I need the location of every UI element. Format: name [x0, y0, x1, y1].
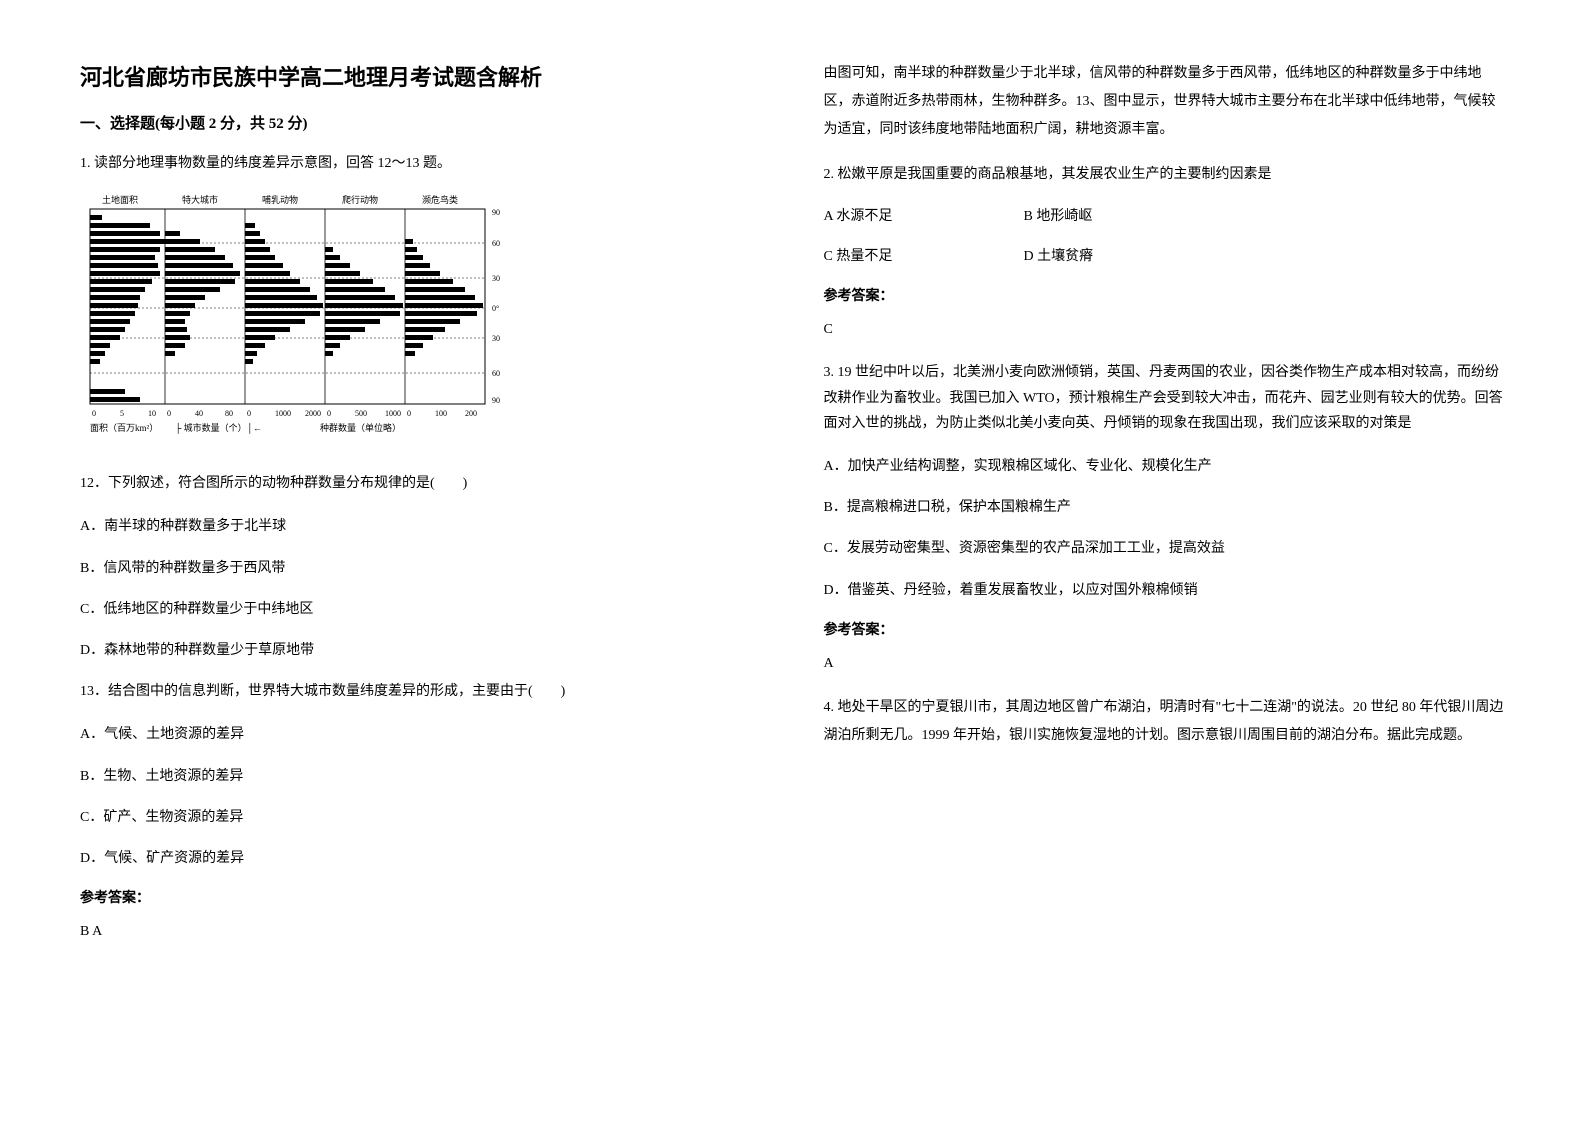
svg-text:0: 0 — [92, 409, 96, 418]
q2-option-d: D 土壤贫瘠 — [1024, 245, 1094, 265]
left-column: 河北省廊坊市民族中学高二地理月考试题含解析 一、选择题(每小题 2 分，共 52… — [50, 60, 794, 1062]
q12-option-d: D．森林地带的种群数量少于草原地带 — [80, 638, 764, 663]
svg-text:10: 10 — [148, 409, 156, 418]
svg-text:5: 5 — [120, 409, 124, 418]
q2-option-b: B 地形崎岖 — [1024, 205, 1093, 225]
section-header: 一、选择题(每小题 2 分，共 52 分) — [80, 112, 764, 133]
q1-answer: B A — [80, 919, 764, 944]
q1-intro: 1. 读部分地理事物数量的纬度差异示意图，回答 12～13 题。 — [80, 151, 764, 176]
q2-text: 2. 松嫩平原是我国重要的商品粮基地，其发展农业生产的主要制约因素是 — [824, 162, 1508, 187]
q2-row2: C 热量不足 D 土壤贫瘠 — [824, 245, 1508, 265]
q3-option-b: B．提高粮棉进口税，保护本国粮棉生产 — [824, 495, 1508, 520]
q2-answer-label: 参考答案： — [824, 285, 1508, 305]
q13-option-b: B．生物、土地资源的差异 — [80, 764, 764, 789]
q3-option-c: C．发展劳动密集型、资源密集型的农产品深加工工业，提高效益 — [824, 536, 1508, 561]
lat-0: 0° — [492, 304, 499, 313]
q12-option-b: B．信风带的种群数量多于西风带 — [80, 556, 764, 581]
q3-answer: A — [824, 651, 1508, 676]
q3-answer-label: 参考答案： — [824, 619, 1508, 639]
lat-90s: 90°S — [492, 396, 500, 405]
q3-option-d: D．借鉴英、丹经验，着重发展畜牧业，以应对国外粮棉倾销 — [824, 578, 1508, 603]
chart-cat-1: 特大城市 — [182, 194, 218, 205]
lat-30s: 30°S — [492, 334, 500, 343]
x-axis-right: 种群数量（单位略） — [320, 422, 401, 433]
svg-text:80: 80 — [225, 409, 233, 418]
q4-text: 4. 地处干旱区的宁夏银川市，其周边地区曾广布湖泊，明清时有"七十二连湖"的说法… — [824, 694, 1508, 750]
q12-text: 12．下列叙述，符合图所示的动物种群数量分布规律的是( ) — [80, 471, 764, 496]
chart-cat-0: 土地面积 — [102, 194, 138, 205]
q2-option-a: A 水源不足 — [824, 205, 1024, 225]
chart-cat-3: 爬行动物 — [342, 194, 378, 205]
chart-cat-4: 濒危鸟类 — [422, 194, 458, 205]
chart-cat-2: 哺乳动物 — [262, 194, 298, 205]
q2-option-c: C 热量不足 — [824, 245, 1024, 265]
q2-row1: A 水源不足 B 地形崎岖 — [824, 205, 1508, 225]
q1-explanation: 由图可知，南半球的种群数量少于北半球，信风带的种群数量多于西风带，低纬地区的种群… — [824, 60, 1508, 144]
q3-option-a: A．加快产业结构调整，实现粮棉区域化、专业化、规模化生产 — [824, 454, 1508, 479]
q3-text: 3. 19 世纪中叶以后，北美洲小麦向欧洲倾销，英国、丹麦两国的农业，因谷类作物… — [824, 360, 1508, 436]
q1-answer-label: 参考答案： — [80, 887, 764, 907]
svg-text:2000: 2000 — [305, 409, 321, 418]
svg-text:0: 0 — [407, 409, 411, 418]
svg-text:1000: 1000 — [385, 409, 401, 418]
svg-text:0: 0 — [247, 409, 251, 418]
document-title: 河北省廊坊市民族中学高二地理月考试题含解析 — [80, 60, 764, 92]
x-axis-mid: ├ 城市数量（个）│← — [175, 422, 262, 434]
q12-option-c: C．低纬地区的种群数量少于中纬地区 — [80, 597, 764, 622]
lat-30n: 30°N — [492, 274, 500, 283]
chart-svg: 土地面积 特大城市 哺乳动物 爬行动物 濒危鸟类 90°N 60°N 30°N … — [80, 191, 500, 441]
q2-answer: C — [824, 317, 1508, 342]
lat-60s: 60°S — [492, 369, 500, 378]
q12-option-a: A．南半球的种群数量多于北半球 — [80, 514, 764, 539]
latitude-chart: 土地面积 特大城市 哺乳动物 爬行动物 濒危鸟类 90°N 60°N 30°N … — [80, 191, 764, 446]
q13-option-d: D．气候、矿产资源的差异 — [80, 846, 764, 871]
x-axis-left: 面积（百万km²） — [90, 422, 158, 433]
svg-text:1000: 1000 — [275, 409, 291, 418]
lat-60n: 60°N — [492, 239, 500, 248]
q13-option-a: A．气候、土地资源的差异 — [80, 722, 764, 747]
svg-text:100: 100 — [435, 409, 447, 418]
q13-option-c: C．矿产、生物资源的差异 — [80, 805, 764, 830]
svg-text:40: 40 — [195, 409, 203, 418]
lat-90n: 90°N — [492, 208, 500, 217]
svg-text:0: 0 — [327, 409, 331, 418]
svg-text:200: 200 — [465, 409, 477, 418]
q13-text: 13．结合图中的信息判断，世界特大城市数量纬度差异的形成，主要由于( ) — [80, 679, 764, 704]
svg-text:0: 0 — [167, 409, 171, 418]
right-column: 由图可知，南半球的种群数量少于北半球，信风带的种群数量多于西风带，低纬地区的种群… — [794, 60, 1538, 1062]
svg-text:500: 500 — [355, 409, 367, 418]
